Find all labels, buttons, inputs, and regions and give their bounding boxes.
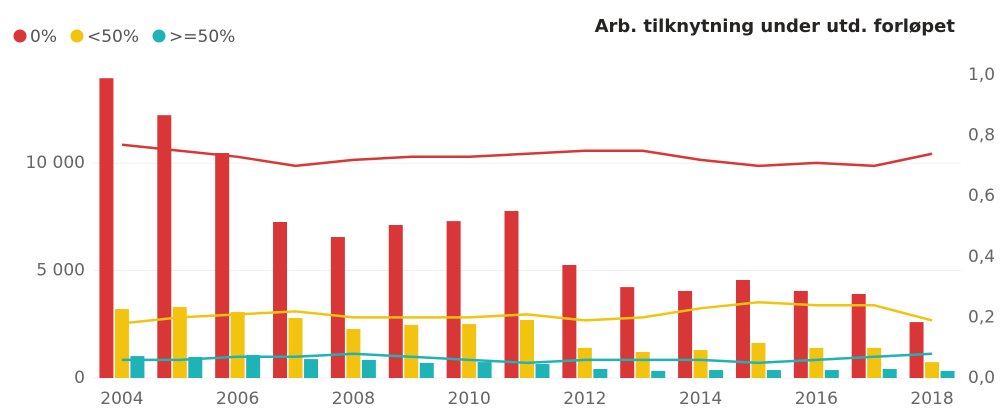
y-tick-label: 0 — [74, 368, 85, 388]
bar — [678, 290, 693, 378]
y2-tick-label: 0,6 — [968, 186, 995, 206]
x-tick-label: 2006 — [216, 389, 259, 409]
bar — [635, 351, 650, 378]
x-tick-label: 2012 — [563, 389, 606, 409]
y2-tick-label: 1,0 — [968, 65, 995, 85]
x-tick-label: 2016 — [795, 389, 838, 409]
bar — [157, 115, 172, 378]
bar — [593, 368, 608, 378]
x-tick-label: 2014 — [679, 389, 722, 409]
bar — [446, 221, 461, 378]
bar — [751, 342, 766, 378]
y2-tick-label: 0,4 — [968, 247, 995, 267]
bar — [577, 347, 592, 378]
bar — [288, 318, 303, 378]
bar — [188, 356, 203, 378]
bar — [215, 153, 230, 378]
bar — [909, 322, 924, 378]
bar — [709, 370, 724, 378]
legend-label: >=50% — [169, 27, 235, 47]
bar — [404, 324, 419, 378]
bar — [651, 370, 666, 378]
x-tick-label: 2018 — [910, 389, 953, 409]
bar — [361, 359, 376, 378]
bar — [535, 364, 550, 378]
bar — [882, 368, 897, 378]
bar — [824, 370, 839, 378]
bar — [693, 350, 708, 378]
bar — [130, 356, 145, 378]
legend-marker — [70, 29, 84, 43]
x-tick-label: 2010 — [448, 389, 491, 409]
legend-marker — [13, 29, 27, 43]
y-tick-label: 5 000 — [36, 261, 85, 281]
line — [121, 300, 933, 325]
bar — [273, 221, 288, 378]
bar — [462, 324, 477, 378]
bar — [766, 370, 781, 378]
line — [121, 143, 933, 168]
bar — [504, 211, 519, 378]
bar — [867, 347, 882, 378]
bar — [925, 362, 940, 378]
x-tick-label: 2008 — [332, 389, 375, 409]
x-tick-label: 2004 — [100, 389, 143, 409]
bar — [562, 264, 577, 378]
bar — [230, 312, 245, 378]
bar — [246, 355, 261, 378]
legend-label: 0% — [30, 27, 57, 47]
bar — [809, 347, 824, 378]
bar — [304, 359, 319, 378]
bar — [99, 78, 114, 379]
bar — [114, 309, 129, 378]
line — [121, 352, 933, 365]
bar — [620, 287, 635, 378]
y-tick-label: 10 000 — [26, 153, 85, 173]
bar — [419, 362, 434, 378]
y2-tick-label: 0,8 — [968, 126, 995, 146]
y2-tick-label: 0,2 — [968, 307, 995, 327]
bar — [851, 293, 866, 378]
bar — [940, 370, 955, 378]
y2-tick-label: 0,0 — [968, 368, 995, 388]
bar — [388, 224, 403, 378]
bar — [520, 319, 534, 378]
legend-marker — [152, 29, 166, 43]
bar — [330, 237, 345, 378]
bar — [477, 362, 492, 378]
legend-label: <50% — [87, 27, 139, 47]
chart-title: Arb. tilknytning under utd. forløpet — [595, 16, 956, 37]
bar — [793, 290, 808, 378]
